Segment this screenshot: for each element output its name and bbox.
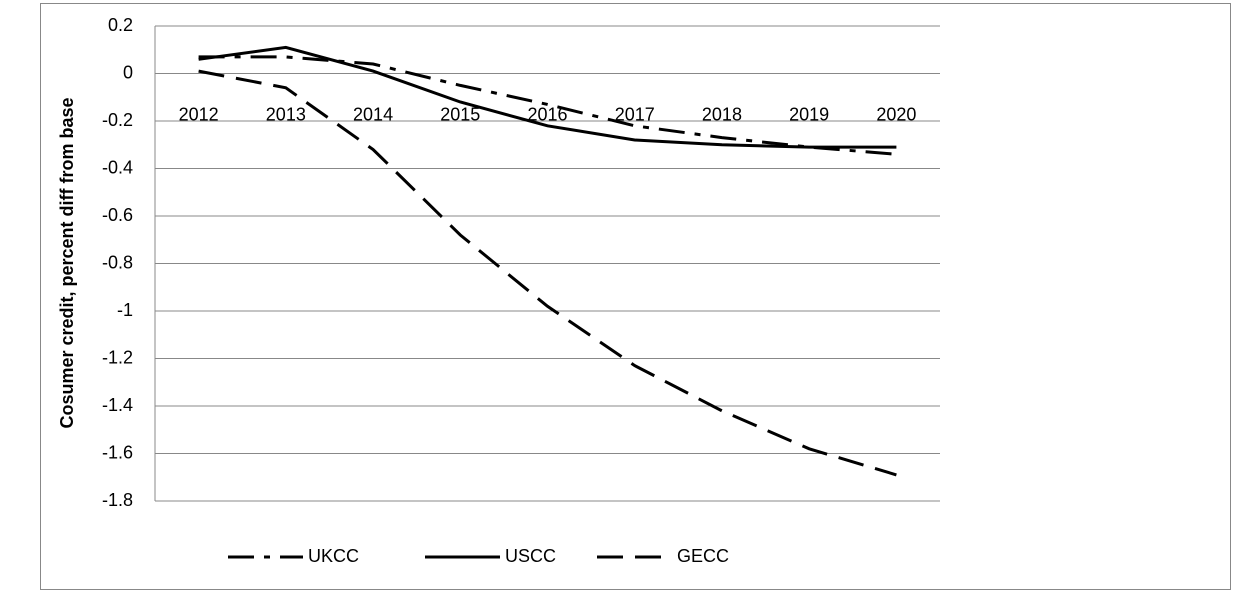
y-tick-label: -1 bbox=[117, 300, 133, 320]
x-tick-label: 2020 bbox=[876, 104, 916, 124]
y-tick-label: -1.4 bbox=[102, 395, 133, 415]
y-tick-label: 0 bbox=[123, 62, 133, 82]
y-tick-label: -1.2 bbox=[102, 347, 133, 367]
data-line bbox=[198, 45, 897, 149]
y-tick-label: -0.6 bbox=[102, 205, 133, 225]
x-tick-label: 2016 bbox=[527, 104, 567, 124]
y-tick-label: -1.8 bbox=[102, 490, 133, 510]
y-tick-label: -1.6 bbox=[102, 442, 133, 462]
x-tick-label: 2015 bbox=[440, 104, 480, 124]
chart-border bbox=[40, 3, 1231, 590]
x-tick-label: 2018 bbox=[702, 104, 742, 124]
y-tick-label: -0.8 bbox=[102, 252, 133, 272]
y-axis-label: Cosumer credit, percent diff from base bbox=[57, 97, 77, 428]
y-tick-label: -0.4 bbox=[102, 157, 133, 177]
x-tick-label: 2012 bbox=[179, 104, 219, 124]
y-tick-label: -0.2 bbox=[102, 110, 133, 130]
data-line bbox=[198, 55, 897, 156]
legend-label: USCC bbox=[505, 546, 556, 566]
x-tick-label: 2017 bbox=[615, 104, 655, 124]
x-tick-label: 2019 bbox=[789, 104, 829, 124]
x-tick-label: 2013 bbox=[266, 104, 306, 124]
y-tick-label: 0.2 bbox=[108, 15, 133, 35]
legend-label: UKCC bbox=[308, 546, 359, 566]
x-tick-label: 2014 bbox=[353, 104, 393, 124]
legend-label: GECC bbox=[677, 546, 729, 566]
data-line bbox=[198, 69, 897, 477]
